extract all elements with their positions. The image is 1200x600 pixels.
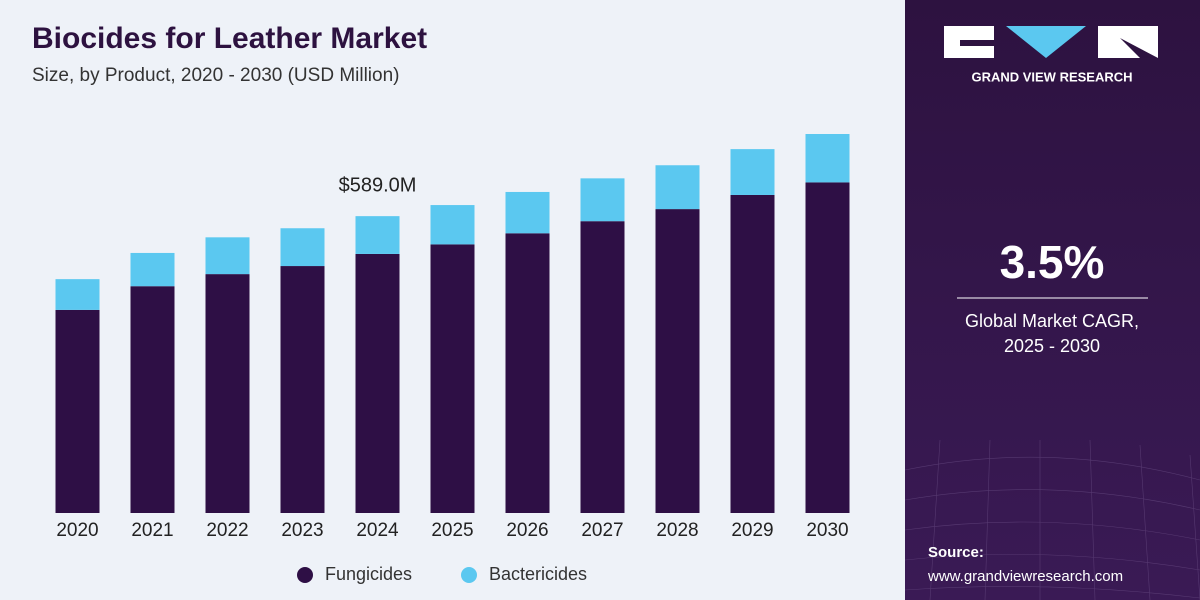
x-tick-label: 2021 xyxy=(131,520,173,541)
chart-subtitle: Size, by Product, 2020 - 2030 (USD Milli… xyxy=(32,65,400,86)
bar-segment xyxy=(55,309,100,513)
legend-swatch xyxy=(297,567,313,583)
source-label: Source: xyxy=(928,544,984,561)
legend-swatch xyxy=(461,567,477,583)
bar-segment xyxy=(130,286,175,513)
bar-segment xyxy=(655,165,700,210)
bar-segment xyxy=(355,216,400,254)
x-tick-label: 2022 xyxy=(206,520,248,541)
bar-segment xyxy=(430,205,475,245)
bar-segment xyxy=(280,228,325,267)
cagr-value: 3.5% xyxy=(1000,236,1105,288)
cagr-period: 2025 - 2030 xyxy=(1004,336,1100,356)
bar-segment xyxy=(805,134,850,183)
bar-segment xyxy=(730,149,775,195)
bar-segment xyxy=(580,221,625,513)
bar-segment xyxy=(355,253,400,513)
chart-title: Biocides for Leather Market xyxy=(32,22,427,55)
bar-segment xyxy=(280,266,325,513)
source-url: www.grandviewresearch.com xyxy=(927,568,1123,585)
x-tick-label: 2026 xyxy=(506,520,548,541)
legend-label: Bactericides xyxy=(489,564,587,584)
bar-segment xyxy=(730,194,775,513)
x-tick-label: 2029 xyxy=(731,520,773,541)
value-label: $589.0M xyxy=(339,174,417,196)
x-tick-label: 2028 xyxy=(656,520,698,541)
bar-segment xyxy=(505,191,550,234)
bar-segment xyxy=(130,252,175,287)
brand: GRAND VIEW RESEARCH xyxy=(971,69,1132,84)
bar-segment xyxy=(430,244,475,514)
bar-segment xyxy=(505,233,550,514)
bar-segment xyxy=(580,178,625,222)
bar-segment xyxy=(655,209,700,513)
mesh xyxy=(904,439,1200,600)
x-tick-label: 2024 xyxy=(356,520,399,541)
side-panel xyxy=(905,0,1200,600)
bar-segment xyxy=(805,182,850,513)
cagr-label: Global Market CAGR, xyxy=(965,311,1139,331)
bar-segment xyxy=(205,274,250,513)
bar-segment xyxy=(55,279,100,310)
x-tick-label: 2027 xyxy=(581,520,623,541)
x-tick-label: 2030 xyxy=(806,520,848,541)
x-tick-label: 2020 xyxy=(56,520,98,541)
legend-label: Fungicides xyxy=(325,564,412,584)
x-tick-label: 2023 xyxy=(281,520,323,541)
logo xyxy=(944,26,1158,58)
bar-segment xyxy=(205,237,250,275)
x-tick-label: 2025 xyxy=(431,520,473,541)
